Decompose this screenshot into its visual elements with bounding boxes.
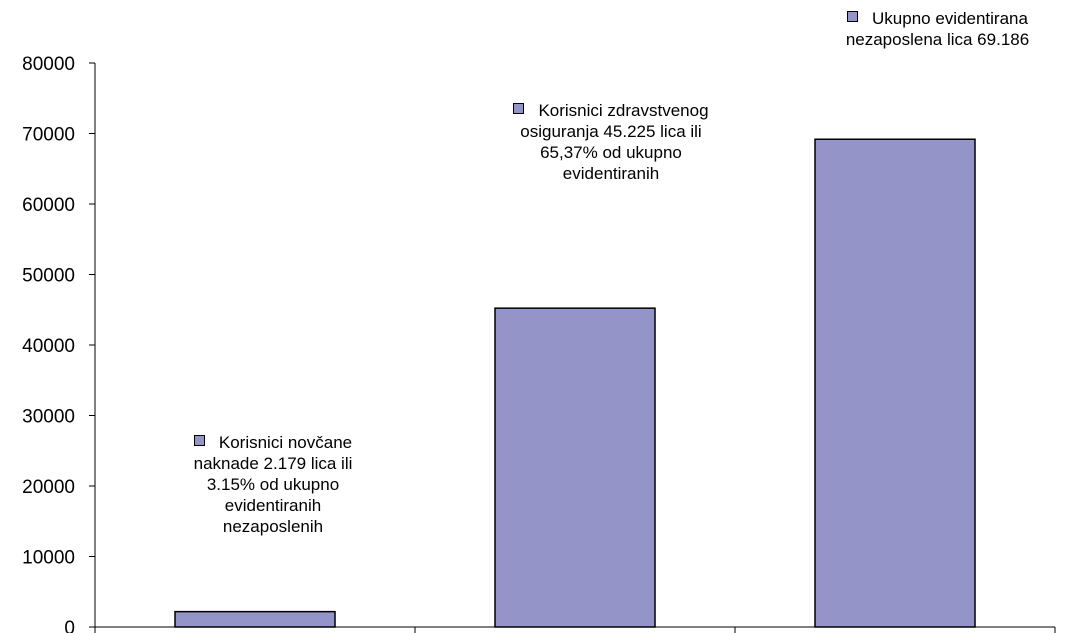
- bars: [174, 138, 976, 628]
- annotation-line: Korisnici novčane: [158, 432, 388, 453]
- y-tick-label: 70000: [22, 125, 75, 146]
- annotation-text: 65,37% od ukupno: [540, 143, 682, 162]
- bar-annotation-3: Ukupno evidentirana nezaposlena lica 69.1…: [815, 8, 1060, 50]
- annotation-text: Korisnici zdravstvenog: [538, 101, 709, 120]
- annotation-line: Ukupno evidentirana: [815, 8, 1060, 29]
- y-tick-label: 50000: [22, 266, 75, 287]
- annotation-line: nezaposlenih: [158, 516, 388, 537]
- legend-marker-icon: [193, 435, 205, 446]
- annotation-text: 3.15% od ukupno: [206, 475, 340, 494]
- y-tick-label: 80000: [22, 54, 75, 75]
- annotation-line: 3.15% od ukupno: [158, 474, 388, 495]
- annotation-line: osiguranja 45.225 lica ili: [486, 121, 736, 142]
- y-tick-label: 10000: [22, 548, 75, 569]
- annotation-text: osiguranja 45.225 lica ili: [520, 122, 702, 141]
- legend-marker-icon: [513, 103, 525, 114]
- annotation-line: 65,37% od ukupno: [486, 142, 736, 163]
- annotation-text: Korisnici novčane: [218, 433, 353, 452]
- bar-annotation-1: Korisnici novčane naknade 2.179 lica ili 3…: [158, 432, 388, 537]
- annotation-line: naknade 2.179 lica ili: [158, 453, 388, 474]
- annotation-text: evidentiranih: [562, 164, 660, 183]
- y-tick-label: 30000: [22, 407, 75, 428]
- annotation-line: Korisnici zdravstvenog: [486, 100, 736, 121]
- bar-1: [174, 610, 336, 628]
- bar-3: [814, 138, 976, 628]
- x-axis: [94, 626, 1056, 633]
- annotation-text: naknade 2.179 lica ili: [193, 454, 353, 473]
- y-axis: 0 10000 20000 30000 40000 50000 60000 70000 8000…: [22, 54, 96, 633]
- legend-marker-icon: [847, 11, 859, 22]
- y-tick-label: 40000: [22, 336, 75, 357]
- annotation-line: nezaposlena lica 69.186: [815, 29, 1060, 50]
- y-tick-label: 0: [64, 618, 75, 633]
- bar-2: [494, 307, 656, 628]
- y-tick-label: 20000: [22, 477, 75, 498]
- bar-annotation-2: Korisnici zdravstvenog osiguranja 45.225 …: [486, 100, 736, 184]
- annotation-text: evidentiranih: [224, 496, 322, 515]
- annotation-text: nezaposlena lica 69.186: [845, 30, 1030, 49]
- annotation-line: evidentiranih: [158, 495, 388, 516]
- annotation-text: nezaposlenih: [222, 517, 324, 536]
- annotation-text: Ukupno evidentirana: [872, 9, 1028, 28]
- y-tick-label: 60000: [22, 195, 75, 216]
- annotation-line: evidentiranih: [486, 163, 736, 184]
